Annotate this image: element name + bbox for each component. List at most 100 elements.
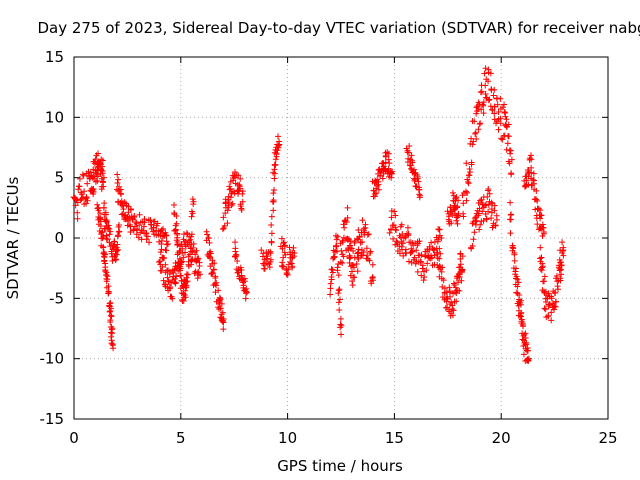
- data-point: [539, 263, 546, 270]
- data-point: [460, 213, 467, 220]
- data-point: [397, 234, 404, 241]
- data-point: [495, 126, 502, 133]
- data-point: [446, 284, 453, 291]
- data-point: [501, 108, 508, 115]
- data-point: [418, 259, 425, 266]
- data-point: [465, 180, 472, 187]
- data-point: [430, 247, 437, 254]
- data-point: [81, 188, 88, 195]
- data-point: [127, 206, 134, 213]
- data-point: [270, 207, 277, 214]
- data-point: [533, 187, 540, 194]
- data-point: [209, 269, 216, 276]
- data-point: [213, 282, 220, 289]
- data-point: [490, 92, 497, 99]
- data-point: [217, 305, 224, 312]
- data-point: [558, 262, 565, 269]
- data-point: [193, 247, 200, 254]
- data-point: [482, 94, 489, 101]
- data-point: [239, 198, 246, 205]
- data-point: [503, 146, 510, 153]
- data-point: [538, 267, 545, 274]
- data-point: [189, 256, 196, 263]
- data-point: [337, 259, 344, 266]
- data-point: [369, 261, 376, 268]
- data-point: [514, 283, 521, 290]
- data-point: [480, 110, 487, 117]
- data-point: [340, 253, 347, 260]
- data-point: [191, 270, 198, 277]
- data-point: [485, 66, 492, 73]
- data-point: [449, 302, 456, 309]
- data-point: [548, 317, 555, 324]
- data-point: [333, 242, 340, 249]
- data-point: [349, 268, 356, 275]
- data-point: [192, 251, 199, 258]
- data-point: [180, 254, 187, 261]
- data-point: [177, 285, 184, 292]
- data-point: [436, 255, 443, 262]
- data-point: [411, 177, 418, 184]
- data-point: [144, 233, 151, 240]
- data-point: [131, 213, 138, 220]
- data-point: [75, 183, 82, 190]
- data-point: [433, 251, 440, 258]
- data-point: [154, 220, 161, 227]
- data-point: [143, 230, 150, 237]
- data-point: [189, 196, 196, 203]
- data-point: [87, 169, 94, 176]
- data-point: [118, 191, 125, 198]
- data-point: [483, 201, 490, 208]
- data-point: [530, 177, 537, 184]
- data-point: [242, 295, 249, 302]
- data-point: [104, 273, 111, 280]
- data-point: [334, 267, 341, 274]
- data-point: [74, 209, 81, 216]
- data-point: [410, 256, 417, 263]
- data-point: [556, 267, 563, 274]
- data-point: [108, 305, 115, 312]
- data-point: [438, 235, 445, 241]
- data-point: [530, 170, 537, 177]
- data-point: [516, 292, 523, 299]
- data-point: [386, 160, 393, 167]
- data-point: [364, 252, 371, 259]
- data-point: [507, 150, 514, 157]
- data-point: [363, 245, 370, 252]
- data-point: [107, 312, 114, 319]
- data-point: [271, 186, 278, 193]
- data-point: [539, 260, 546, 267]
- data-point: [211, 260, 218, 267]
- data-point: [391, 208, 398, 215]
- data-point: [535, 205, 542, 212]
- data-point: [349, 278, 356, 285]
- data-point: [218, 311, 225, 318]
- data-point: [92, 156, 99, 163]
- data-point: [270, 198, 277, 205]
- data-point: [398, 221, 405, 228]
- data-point: [115, 246, 122, 253]
- data-point: [449, 189, 456, 196]
- y-tick-label: 0: [54, 229, 64, 247]
- data-point: [457, 261, 464, 268]
- data-point: [362, 224, 369, 231]
- data-point: [404, 224, 411, 231]
- data-point: [157, 258, 164, 265]
- data-point: [268, 230, 275, 237]
- data-point: [105, 225, 112, 232]
- data-point: [551, 303, 558, 310]
- data-point: [239, 188, 246, 195]
- data-point: [455, 197, 462, 204]
- data-point: [354, 268, 361, 275]
- data-point: [344, 214, 351, 221]
- data-point: [525, 181, 532, 188]
- data-point: [449, 212, 456, 219]
- data-point: [460, 200, 467, 207]
- data-point: [365, 231, 372, 238]
- data-point: [160, 277, 167, 284]
- data-point: [188, 213, 195, 220]
- data-point: [99, 178, 106, 185]
- data-point: [478, 88, 485, 95]
- data-point: [143, 236, 150, 243]
- data-point: [98, 167, 105, 174]
